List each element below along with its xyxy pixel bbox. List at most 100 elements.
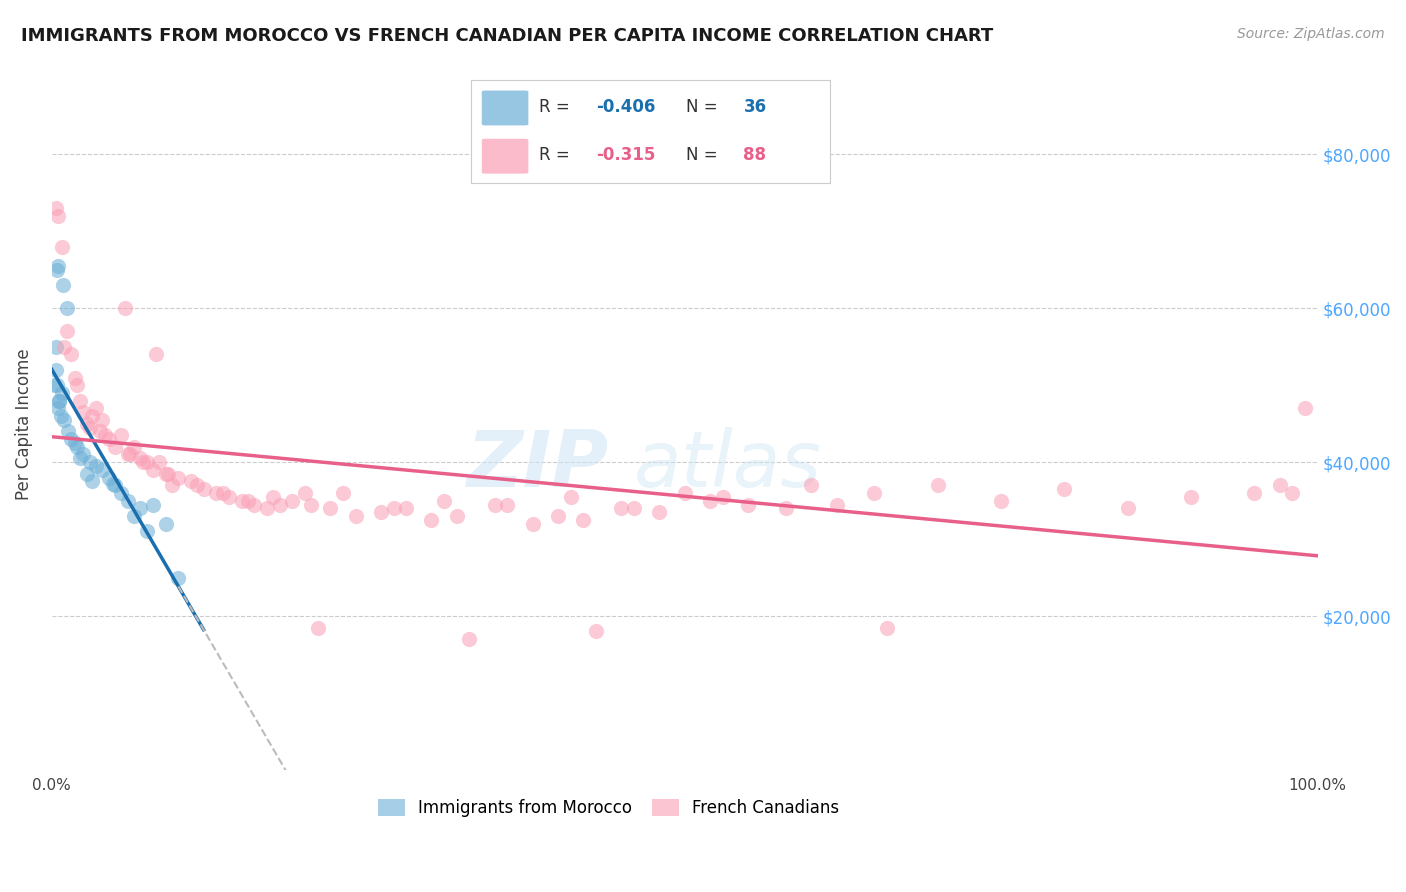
Point bbox=[148, 455, 170, 469]
Point bbox=[547, 509, 569, 524]
Point bbox=[711, 490, 734, 504]
Point bbox=[59, 432, 82, 446]
Point bbox=[496, 498, 519, 512]
Point bbox=[117, 493, 139, 508]
Point bbox=[236, 493, 259, 508]
Point bbox=[585, 624, 607, 639]
Point bbox=[48, 393, 70, 408]
Point bbox=[45, 378, 67, 392]
Point bbox=[97, 432, 120, 446]
Point bbox=[800, 478, 823, 492]
Point bbox=[114, 301, 136, 316]
Point bbox=[135, 455, 157, 469]
Point bbox=[94, 428, 117, 442]
Point bbox=[79, 420, 101, 434]
Point bbox=[1243, 486, 1265, 500]
Point bbox=[307, 621, 329, 635]
Point bbox=[382, 501, 405, 516]
Point bbox=[122, 440, 145, 454]
Point bbox=[45, 363, 67, 377]
Point bbox=[46, 209, 69, 223]
Point bbox=[157, 467, 180, 481]
Point bbox=[142, 498, 165, 512]
Point bbox=[256, 501, 278, 516]
Point bbox=[52, 278, 75, 293]
Point bbox=[82, 475, 104, 489]
Point bbox=[76, 467, 98, 481]
FancyBboxPatch shape bbox=[482, 139, 529, 174]
Point bbox=[63, 370, 86, 384]
Point bbox=[193, 482, 215, 496]
Point bbox=[610, 501, 633, 516]
Point bbox=[117, 448, 139, 462]
Point bbox=[269, 498, 291, 512]
Point bbox=[53, 413, 76, 427]
Point bbox=[82, 409, 104, 423]
Point bbox=[51, 240, 73, 254]
Point bbox=[49, 409, 72, 423]
Point bbox=[155, 516, 177, 531]
Text: N =: N = bbox=[686, 146, 723, 164]
Point bbox=[458, 632, 481, 647]
Point bbox=[122, 509, 145, 524]
Point bbox=[990, 493, 1012, 508]
Point bbox=[66, 440, 89, 454]
Point bbox=[91, 413, 114, 427]
Point bbox=[332, 486, 354, 500]
Point bbox=[1294, 401, 1316, 416]
Point bbox=[231, 493, 253, 508]
Point bbox=[51, 386, 73, 401]
Point bbox=[294, 486, 316, 500]
Text: IMMIGRANTS FROM MOROCCO VS FRENCH CANADIAN PER CAPITA INCOME CORRELATION CHART: IMMIGRANTS FROM MOROCCO VS FRENCH CANADI… bbox=[21, 27, 994, 45]
Legend: Immigrants from Morocco, French Canadians: Immigrants from Morocco, French Canadian… bbox=[371, 792, 846, 824]
Point bbox=[110, 486, 132, 500]
Point bbox=[395, 501, 418, 516]
Point bbox=[132, 455, 155, 469]
Point bbox=[186, 478, 208, 492]
Point bbox=[205, 486, 228, 500]
Point bbox=[59, 347, 82, 361]
Point bbox=[1180, 490, 1202, 504]
Point bbox=[46, 259, 69, 273]
Point bbox=[145, 347, 167, 361]
Point bbox=[825, 498, 848, 512]
Point bbox=[101, 476, 124, 491]
Point bbox=[927, 478, 949, 492]
Point bbox=[623, 501, 645, 516]
Point bbox=[433, 493, 456, 508]
Point bbox=[1281, 486, 1303, 500]
Text: Source: ZipAtlas.com: Source: ZipAtlas.com bbox=[1237, 27, 1385, 41]
Point bbox=[56, 301, 79, 316]
Point bbox=[446, 509, 468, 524]
Point bbox=[1268, 478, 1291, 492]
Point bbox=[699, 493, 721, 508]
Point bbox=[135, 524, 157, 539]
Point bbox=[775, 501, 797, 516]
Point bbox=[560, 490, 582, 504]
Point bbox=[66, 378, 89, 392]
Point bbox=[76, 417, 98, 431]
Point bbox=[91, 463, 114, 477]
Text: R =: R = bbox=[538, 98, 575, 116]
Point bbox=[160, 478, 183, 492]
Point bbox=[673, 486, 696, 500]
Point bbox=[737, 498, 759, 512]
Point bbox=[243, 498, 266, 512]
Text: -0.406: -0.406 bbox=[596, 98, 655, 116]
Point bbox=[84, 401, 107, 416]
Point bbox=[63, 436, 86, 450]
Point bbox=[46, 401, 69, 416]
Text: ZIP: ZIP bbox=[467, 427, 609, 503]
Point bbox=[84, 458, 107, 473]
Point bbox=[129, 501, 152, 516]
Point bbox=[262, 490, 284, 504]
Point bbox=[1053, 482, 1076, 496]
Point bbox=[45, 262, 67, 277]
Point bbox=[120, 448, 142, 462]
Y-axis label: Per Capita Income: Per Capita Income bbox=[15, 348, 32, 500]
Point bbox=[104, 478, 127, 492]
Point bbox=[648, 505, 671, 519]
Text: atlas: atlas bbox=[634, 427, 823, 503]
Point bbox=[522, 516, 544, 531]
Point bbox=[370, 505, 392, 519]
